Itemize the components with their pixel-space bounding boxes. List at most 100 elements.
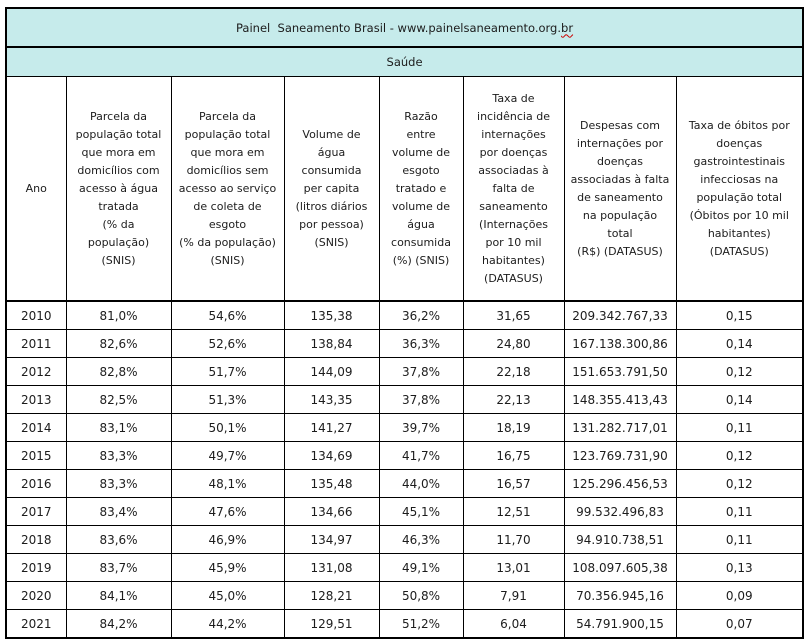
table-cell: 24,80 [462,329,565,358]
table-cell: 45,0% [170,581,285,610]
column-header-5: Taxa de incidência de internações por do… [462,76,565,302]
table-cell: 36,2% [378,300,464,330]
table-cell: 0,14 [675,385,804,414]
table-cell: 37,8% [378,385,464,414]
table-row: 2016 83,3% 48,1% 135,48 44,0% 16,57 125.296.45… [5,469,804,498]
panel-title-url-suffix: br [561,20,574,35]
table-row: 2010 81,0% 54,6% 135,38 36,2% 31,65 209.342.76… [5,300,804,330]
table-cell: 94.910.738,51 [563,525,677,554]
table-cell: 134,69 [283,441,380,470]
column-header-4: Razão entre volume de esgoto tratado e v… [378,76,464,302]
cell-year: 2018 [5,525,67,554]
table-row: 2014 83,1% 50,1% 141,27 39,7% 18,19 131.282.71… [5,413,804,442]
column-header-1: Parcela da população total que mora em d… [65,76,172,302]
table-cell: 135,38 [283,300,380,330]
cell-year: 2019 [5,553,67,582]
table-cell: 125.296.456,53 [563,469,677,498]
table-cell: 39,7% [378,413,464,442]
table-cell: 0,13 [675,553,804,582]
table-cell: 83,3% [65,469,172,498]
table-cell: 49,1% [378,553,464,582]
column-header-row: Ano Parcela da população total que mora e… [5,76,804,302]
table-cell: 46,3% [378,525,464,554]
table-cell: 50,1% [170,413,285,442]
section-row: Saúde [5,46,804,77]
table-cell: 0,11 [675,497,804,526]
table-cell: 83,6% [65,525,172,554]
table-cell: 0,09 [675,581,804,610]
table-row: 2021 84,2% 44,2% 129,51 51,2% 6,04 54.791.900,… [5,609,804,639]
table-cell: 36,3% [378,329,464,358]
table-cell: 16,57 [462,469,565,498]
cell-year: 2016 [5,469,67,498]
table-cell: 84,1% [65,581,172,610]
table-cell: 82,8% [65,357,172,386]
table-cell: 209.342.767,33 [563,300,677,330]
title-row: Painel Saneamento Brasil - www.painelsan… [5,7,804,48]
table-cell: 52,6% [170,329,285,358]
table-cell: 6,04 [462,609,565,639]
table-cell: 0,12 [675,469,804,498]
table-cell: 128,21 [283,581,380,610]
table-row: 2017 83,4% 47,6% 134,66 45,1% 12,51 99.532.496… [5,497,804,526]
cell-year: 2017 [5,497,67,526]
table-cell: 44,0% [378,469,464,498]
table-cell: 48,1% [170,469,285,498]
panel-title: Painel Saneamento Brasil - www.painelsan… [5,7,804,48]
table-cell: 84,2% [65,609,172,639]
cell-year: 2020 [5,581,67,610]
table-cell: 70.356.945,16 [563,581,677,610]
column-header-6: Despesas com internações por doenças ass… [563,76,677,302]
table-cell: 144,09 [283,357,380,386]
table-cell: 83,7% [65,553,172,582]
table-cell: 134,66 [283,497,380,526]
cell-year: 2014 [5,413,67,442]
table-cell: 82,6% [65,329,172,358]
cell-year: 2013 [5,385,67,414]
table-body: 2010 81,0% 54,6% 135,38 36,2% 31,65 209.342.76… [5,300,804,639]
column-header-7: Taxa de óbitos por doenças gastrointesti… [675,76,804,302]
table-cell: 0,12 [675,441,804,470]
table-cell: 51,7% [170,357,285,386]
table-cell: 0,14 [675,329,804,358]
table-cell: 143,35 [283,385,380,414]
table-cell: 54.791.900,15 [563,609,677,639]
table-cell: 50,8% [378,581,464,610]
table-cell: 22,18 [462,357,565,386]
cell-year: 2011 [5,329,67,358]
table-cell: 134,97 [283,525,380,554]
panel-title-text: Painel Saneamento Brasil - www.painelsan… [236,20,562,35]
table-cell: 81,0% [65,300,172,330]
table-row: 2019 83,7% 45,9% 131,08 49,1% 13,01 108.097.60… [5,553,804,582]
table-cell: 123.769.731,90 [563,441,677,470]
table-cell: 45,1% [378,497,464,526]
table-cell: 0,15 [675,300,804,330]
table-row: 2013 82,5% 51,3% 143,35 37,8% 22,13 148.355.41… [5,385,804,414]
table-row: 2012 82,8% 51,7% 144,09 37,8% 22,18 151.653.79… [5,357,804,386]
table-cell: 138,84 [283,329,380,358]
table-cell: 131.282.717,01 [563,413,677,442]
table-cell: 129,51 [283,609,380,639]
table-cell: 108.097.605,38 [563,553,677,582]
table-cell: 82,5% [65,385,172,414]
table-cell: 49,7% [170,441,285,470]
column-header-3: Volume de água consumida per capita (lit… [283,76,380,302]
table-cell: 18,19 [462,413,565,442]
table-cell: 141,27 [283,413,380,442]
saneamento-table: Painel Saneamento Brasil - www.painelsan… [5,7,805,639]
table-cell: 31,65 [462,300,565,330]
section-title: Saúde [5,46,804,77]
table-cell: 83,4% [65,497,172,526]
table-cell: 0,12 [675,357,804,386]
table-cell: 41,7% [378,441,464,470]
table-cell: 54,6% [170,300,285,330]
table-cell: 47,6% [170,497,285,526]
table-cell: 83,3% [65,441,172,470]
table-cell: 167.138.300,86 [563,329,677,358]
table-cell: 45,9% [170,553,285,582]
cell-year: 2012 [5,357,67,386]
column-header-2: Parcela da população total que mora em d… [170,76,285,302]
table-cell: 148.355.413,43 [563,385,677,414]
table-row: 2011 82,6% 52,6% 138,84 36,3% 24,80 167.138.30… [5,329,804,358]
